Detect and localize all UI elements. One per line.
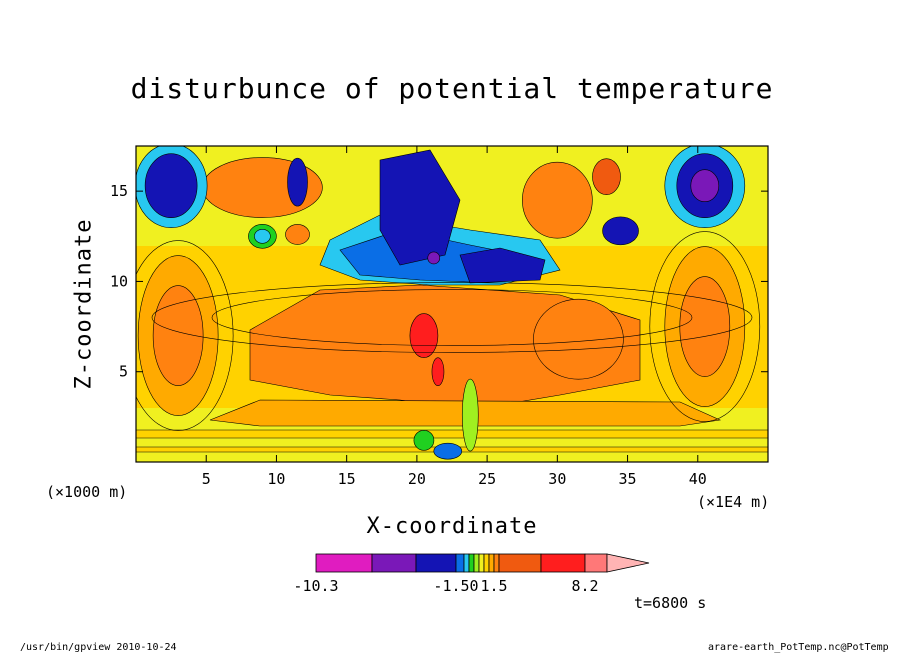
contour-line	[649, 231, 761, 422]
colorbar-segment	[473, 553, 480, 573]
y-tick-label: 15	[110, 182, 128, 200]
field-region	[413, 430, 435, 451]
x-tick-label: 5	[202, 470, 211, 488]
field-band	[136, 429, 768, 439]
y-axis-label: Z-coordinate	[71, 218, 97, 390]
field-region	[459, 247, 546, 284]
field-region	[254, 228, 271, 244]
colorbar-segment	[468, 553, 475, 573]
field-region	[409, 313, 439, 358]
x-tick-label: 10	[267, 470, 285, 488]
field-region	[144, 153, 198, 219]
x-tick-label: 15	[338, 470, 356, 488]
field-region	[522, 161, 593, 239]
field-region	[461, 378, 479, 452]
colorbar-label: -1.50	[433, 577, 478, 595]
field-region	[533, 298, 624, 380]
colorbar-segment	[488, 553, 495, 573]
colorbar-segment	[315, 553, 373, 573]
field-region	[427, 251, 441, 265]
plot-frame	[135, 145, 769, 463]
contour-line	[211, 289, 693, 346]
field-region	[679, 276, 731, 377]
colorbar-segment	[478, 553, 485, 573]
x-tick-label: 35	[619, 470, 637, 488]
colorbar-segment	[415, 553, 457, 573]
field-region	[431, 357, 445, 387]
y-tick-label: 5	[119, 363, 128, 381]
colorbar-segment	[584, 553, 608, 573]
field-region	[602, 216, 639, 246]
colorbar-segment	[493, 553, 500, 573]
chart-title: disturbunce of potential temperature	[130, 72, 774, 105]
colorbar-segment	[371, 553, 417, 573]
x-unit-right: (×1E4 m)	[697, 493, 770, 511]
time-label: t=6800 s	[634, 594, 707, 612]
colorbar-segment	[483, 553, 490, 573]
x-tick-label: 30	[548, 470, 566, 488]
colorbar-label: -10.3	[293, 577, 338, 595]
field-region	[433, 442, 463, 460]
field-region	[152, 285, 204, 386]
field-region	[592, 158, 621, 195]
x-unit-left: (×1000 m)	[46, 483, 128, 501]
y-tick-label: 10	[110, 272, 128, 290]
colorbar-label: 8.2	[571, 577, 598, 595]
footer-right: arare-earth_PotTemp.nc@PotTemp	[708, 642, 889, 653]
colorbar-arrow	[606, 553, 650, 573]
colorbar-segment	[540, 553, 586, 573]
x-tick-label: 40	[689, 470, 707, 488]
contour-line	[136, 240, 234, 431]
colorbar-segment	[463, 553, 470, 573]
field-region	[379, 149, 461, 266]
x-axis-label: X-coordinate	[366, 514, 538, 539]
x-tick-label: 20	[408, 470, 426, 488]
field-region	[287, 157, 308, 207]
field-region	[285, 224, 310, 245]
colorbar-label: 1.5	[480, 577, 507, 595]
footer-left: /usr/bin/gpview 2010-10-24	[20, 642, 177, 653]
colorbar-segment	[498, 553, 542, 573]
x-tick-label: 25	[478, 470, 496, 488]
contour-line	[151, 282, 753, 353]
colorbar-segment	[455, 553, 465, 573]
field-region	[690, 169, 720, 203]
